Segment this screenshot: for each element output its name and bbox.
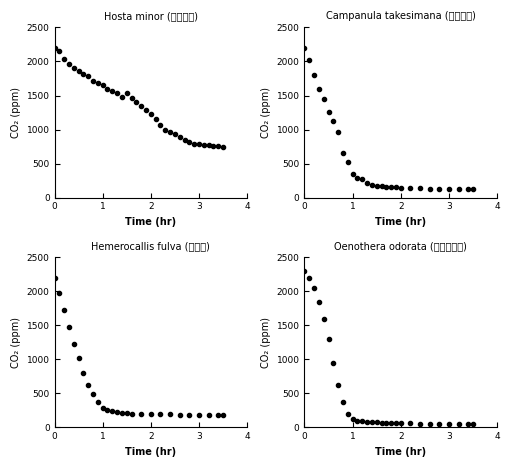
X-axis label: Time (hr): Time (hr) xyxy=(125,447,176,457)
Title: Campanula takesimana (섬초롱꽃): Campanula takesimana (섬초롱꽃) xyxy=(326,11,476,21)
Y-axis label: CO₂ (ppm): CO₂ (ppm) xyxy=(261,317,271,368)
Title: Hosta minor (섬비비추): Hosta minor (섬비비추) xyxy=(104,11,198,21)
X-axis label: Time (hr): Time (hr) xyxy=(375,217,426,227)
X-axis label: Time (hr): Time (hr) xyxy=(375,447,426,457)
Title: Oenothera odorata (황금달맞이): Oenothera odorata (황금달맞이) xyxy=(334,241,467,251)
Y-axis label: CO₂ (ppm): CO₂ (ppm) xyxy=(11,87,21,138)
Y-axis label: CO₂ (ppm): CO₂ (ppm) xyxy=(11,317,21,368)
X-axis label: Time (hr): Time (hr) xyxy=(125,217,176,227)
Y-axis label: CO₂ (ppm): CO₂ (ppm) xyxy=(261,87,271,138)
Title: Hemerocallis fulva (원추리): Hemerocallis fulva (원추리) xyxy=(91,241,210,251)
